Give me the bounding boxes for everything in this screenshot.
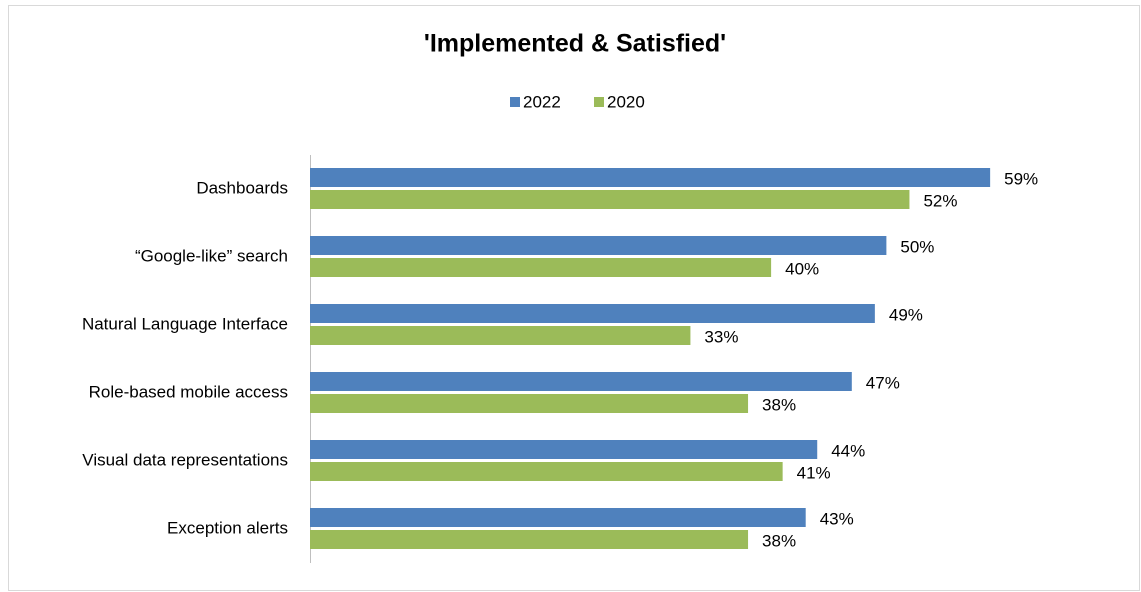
category-label: Exception alerts [167,518,288,537]
category-label: “Google-like” search [135,246,288,265]
bar [310,530,749,549]
bar [310,394,749,413]
value-label: 40% [785,259,819,278]
bar [310,168,991,187]
bar [310,304,875,323]
legend-label: 2022 [523,92,561,111]
value-label: 47% [866,373,900,392]
bar [310,190,910,209]
bar [310,326,691,345]
value-label: 52% [923,191,957,210]
category-label: Role-based mobile access [89,382,288,401]
bar [310,508,806,527]
category-label: Visual data representations [82,450,288,469]
value-label: 38% [762,531,796,550]
legend-label: 2020 [607,92,645,111]
value-label: 43% [820,509,854,528]
bar [310,440,818,459]
bar [310,372,852,391]
category-label: Dashboards [196,178,288,197]
chart-title: 'Implemented & Satisfied' [424,30,726,58]
legend-swatch [510,97,520,107]
value-label: 44% [831,441,865,460]
value-label: 41% [797,463,831,482]
bar [310,462,783,481]
bar [310,236,887,255]
category-label: Natural Language Interface [82,314,288,333]
bar [310,258,772,277]
value-label: 50% [900,237,934,256]
value-label: 59% [1004,169,1038,188]
value-label: 38% [762,395,796,414]
legend-swatch [594,97,604,107]
value-label: 33% [704,327,738,346]
chart-border [8,5,1140,591]
value-label: 49% [889,305,923,324]
